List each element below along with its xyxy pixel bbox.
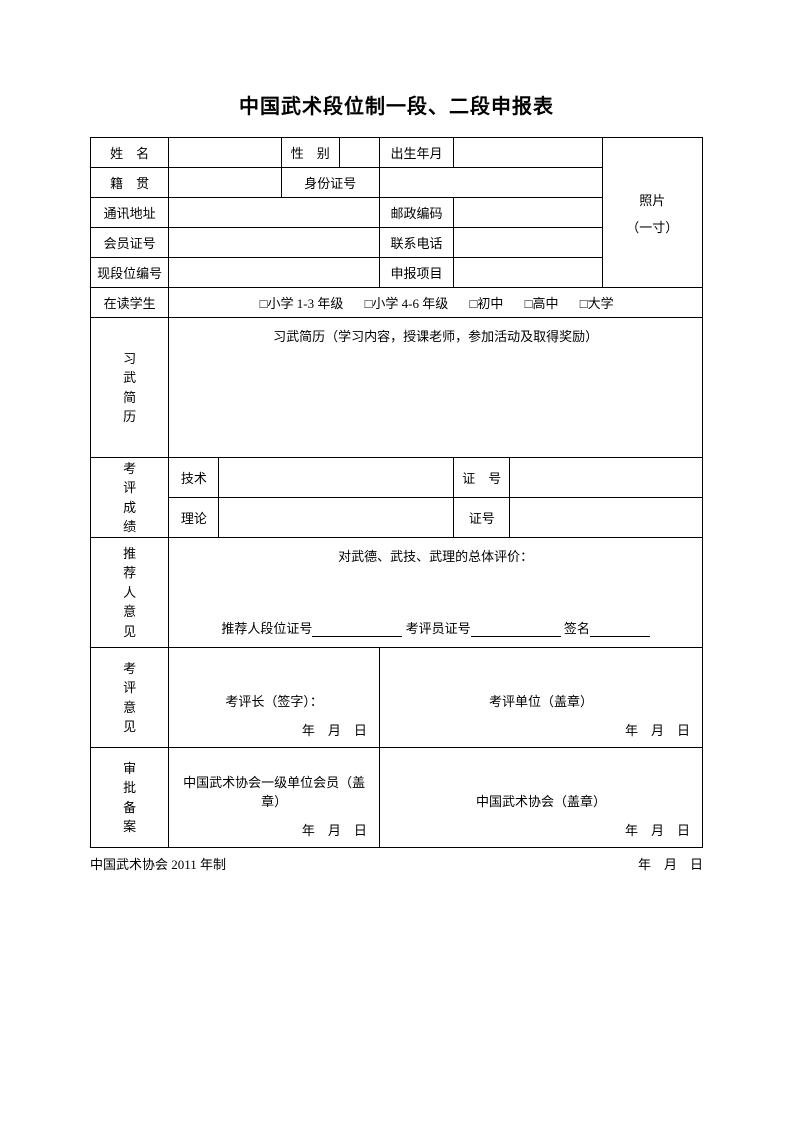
label-theory-cert-no: 证号 bbox=[454, 498, 510, 538]
field-skill-score[interactable] bbox=[219, 458, 454, 498]
label-current-rank-id: 现段位编号 bbox=[91, 258, 169, 288]
label-eval-leader: 考评长（签字）： bbox=[181, 691, 367, 710]
label-rec-eval-id: 考评员证号 bbox=[406, 621, 471, 636]
field-approval-member[interactable]: 中国武术协会一级单位会员（盖章） 年 月 日 bbox=[169, 748, 380, 848]
label-recommend-opinion: 推荐人意见 bbox=[91, 538, 169, 648]
field-address[interactable] bbox=[169, 198, 380, 228]
field-postcode[interactable] bbox=[454, 198, 602, 228]
label-gender: 性 别 bbox=[281, 138, 339, 168]
form-title: 中国武术段位制一段、二段申报表 bbox=[90, 90, 703, 119]
label-exam-score: 考评成绩 bbox=[91, 458, 169, 538]
label-apply-item: 申报项目 bbox=[379, 258, 453, 288]
label-address: 通讯地址 bbox=[91, 198, 169, 228]
label-student-status: 在读学生 bbox=[91, 288, 169, 318]
label-phone: 联系电话 bbox=[379, 228, 453, 258]
label-approval-member: 中国武术协会一级单位会员（盖章） bbox=[181, 772, 367, 810]
approval-member-date: 年 月 日 bbox=[181, 820, 367, 839]
page-footer: 中国武术协会 2011 年制 年 月 日 bbox=[90, 854, 703, 873]
label-idnum: 身份证号 bbox=[281, 168, 379, 198]
checkbox-junior-high[interactable]: □初中 bbox=[470, 296, 504, 311]
student-status-options: □小学 1-3 年级 □小学 4-6 年级 □初中 □高中 □大学 bbox=[169, 288, 703, 318]
label-name: 姓 名 bbox=[91, 138, 169, 168]
field-phone[interactable] bbox=[454, 228, 602, 258]
eval-unit-date: 年 月 日 bbox=[392, 720, 690, 739]
field-theory-score[interactable] bbox=[219, 498, 454, 538]
recommend-signature-line: 推荐人段位证号 考评员证号 签名 bbox=[169, 618, 702, 637]
field-member-id[interactable] bbox=[169, 228, 380, 258]
checkbox-senior-high[interactable]: □高中 bbox=[525, 296, 559, 311]
approval-assoc-date: 年 月 日 bbox=[392, 820, 690, 839]
checkbox-grade-4-6[interactable]: □小学 4-6 年级 bbox=[365, 296, 449, 311]
field-rec-sign[interactable] bbox=[590, 623, 650, 637]
eval-leader-date: 年 月 日 bbox=[181, 720, 367, 739]
field-theory-cert-no[interactable] bbox=[510, 498, 703, 538]
field-recommend-opinion[interactable]: 对武德、武技、武理的总体评价： 推荐人段位证号 考评员证号 签名 bbox=[169, 538, 703, 648]
field-apply-item[interactable] bbox=[454, 258, 602, 288]
label-postcode: 邮政编码 bbox=[379, 198, 453, 228]
label-birthdate: 出生年月 bbox=[379, 138, 453, 168]
application-form-table: 姓 名 性 别 出生年月 照片 （一寸） 籍 贯 身份证号 通讯地址 邮政编码 bbox=[90, 137, 703, 848]
label-rec-sign: 签名 bbox=[564, 621, 590, 636]
photo-area[interactable]: 照片 （一寸） bbox=[602, 138, 702, 288]
page-container: 中国武术段位制一段、二段申报表 姓 名 性 别 出生年月 照片 （一寸） bbox=[0, 0, 793, 873]
field-resume[interactable]: 习武简历（学习内容，授课老师，参加活动及取得奖励） bbox=[169, 318, 703, 458]
label-eval-opinion: 考评意见 bbox=[91, 648, 169, 748]
field-idnum[interactable] bbox=[379, 168, 602, 198]
label-approval-assoc: 中国武术协会（盖章） bbox=[392, 791, 690, 810]
label-origin: 籍 贯 bbox=[91, 168, 169, 198]
footer-right: 年 月 日 bbox=[638, 854, 703, 873]
field-birthdate[interactable] bbox=[454, 138, 602, 168]
checkbox-grade-1-3[interactable]: □小学 1-3 年级 bbox=[260, 296, 344, 311]
field-rec-eval-id[interactable] bbox=[471, 623, 561, 637]
field-current-rank-id[interactable] bbox=[169, 258, 380, 288]
label-resume: 习武简历 bbox=[91, 318, 169, 458]
field-eval-leader[interactable]: 考评长（签字）： 年 月 日 bbox=[169, 648, 380, 748]
field-gender[interactable] bbox=[339, 138, 379, 168]
photo-label: 照片 bbox=[603, 190, 702, 209]
checkbox-college[interactable]: □大学 bbox=[580, 296, 614, 311]
label-rec-rank-id: 推荐人段位证号 bbox=[221, 621, 312, 636]
label-theory: 理论 bbox=[169, 498, 219, 538]
label-approval-record: 审批备案 bbox=[91, 748, 169, 848]
label-skill: 技术 bbox=[169, 458, 219, 498]
field-eval-unit[interactable]: 考评单位（盖章） 年 月 日 bbox=[379, 648, 702, 748]
field-name[interactable] bbox=[169, 138, 281, 168]
footer-left: 中国武术协会 2011 年制 bbox=[90, 854, 226, 873]
photo-size-label: （一寸） bbox=[603, 217, 702, 236]
field-rec-rank-id[interactable] bbox=[312, 623, 402, 637]
resume-hint: 习武简历（学习内容，授课老师，参加活动及取得奖励） bbox=[273, 329, 598, 344]
label-member-id: 会员证号 bbox=[91, 228, 169, 258]
label-eval-unit: 考评单位（盖章） bbox=[392, 691, 690, 710]
recommend-hint: 对武德、武技、武理的总体评价： bbox=[338, 549, 533, 564]
label-skill-cert-no: 证 号 bbox=[454, 458, 510, 498]
field-skill-cert-no[interactable] bbox=[510, 458, 703, 498]
field-approval-assoc[interactable]: 中国武术协会（盖章） 年 月 日 bbox=[379, 748, 702, 848]
field-origin[interactable] bbox=[169, 168, 281, 198]
